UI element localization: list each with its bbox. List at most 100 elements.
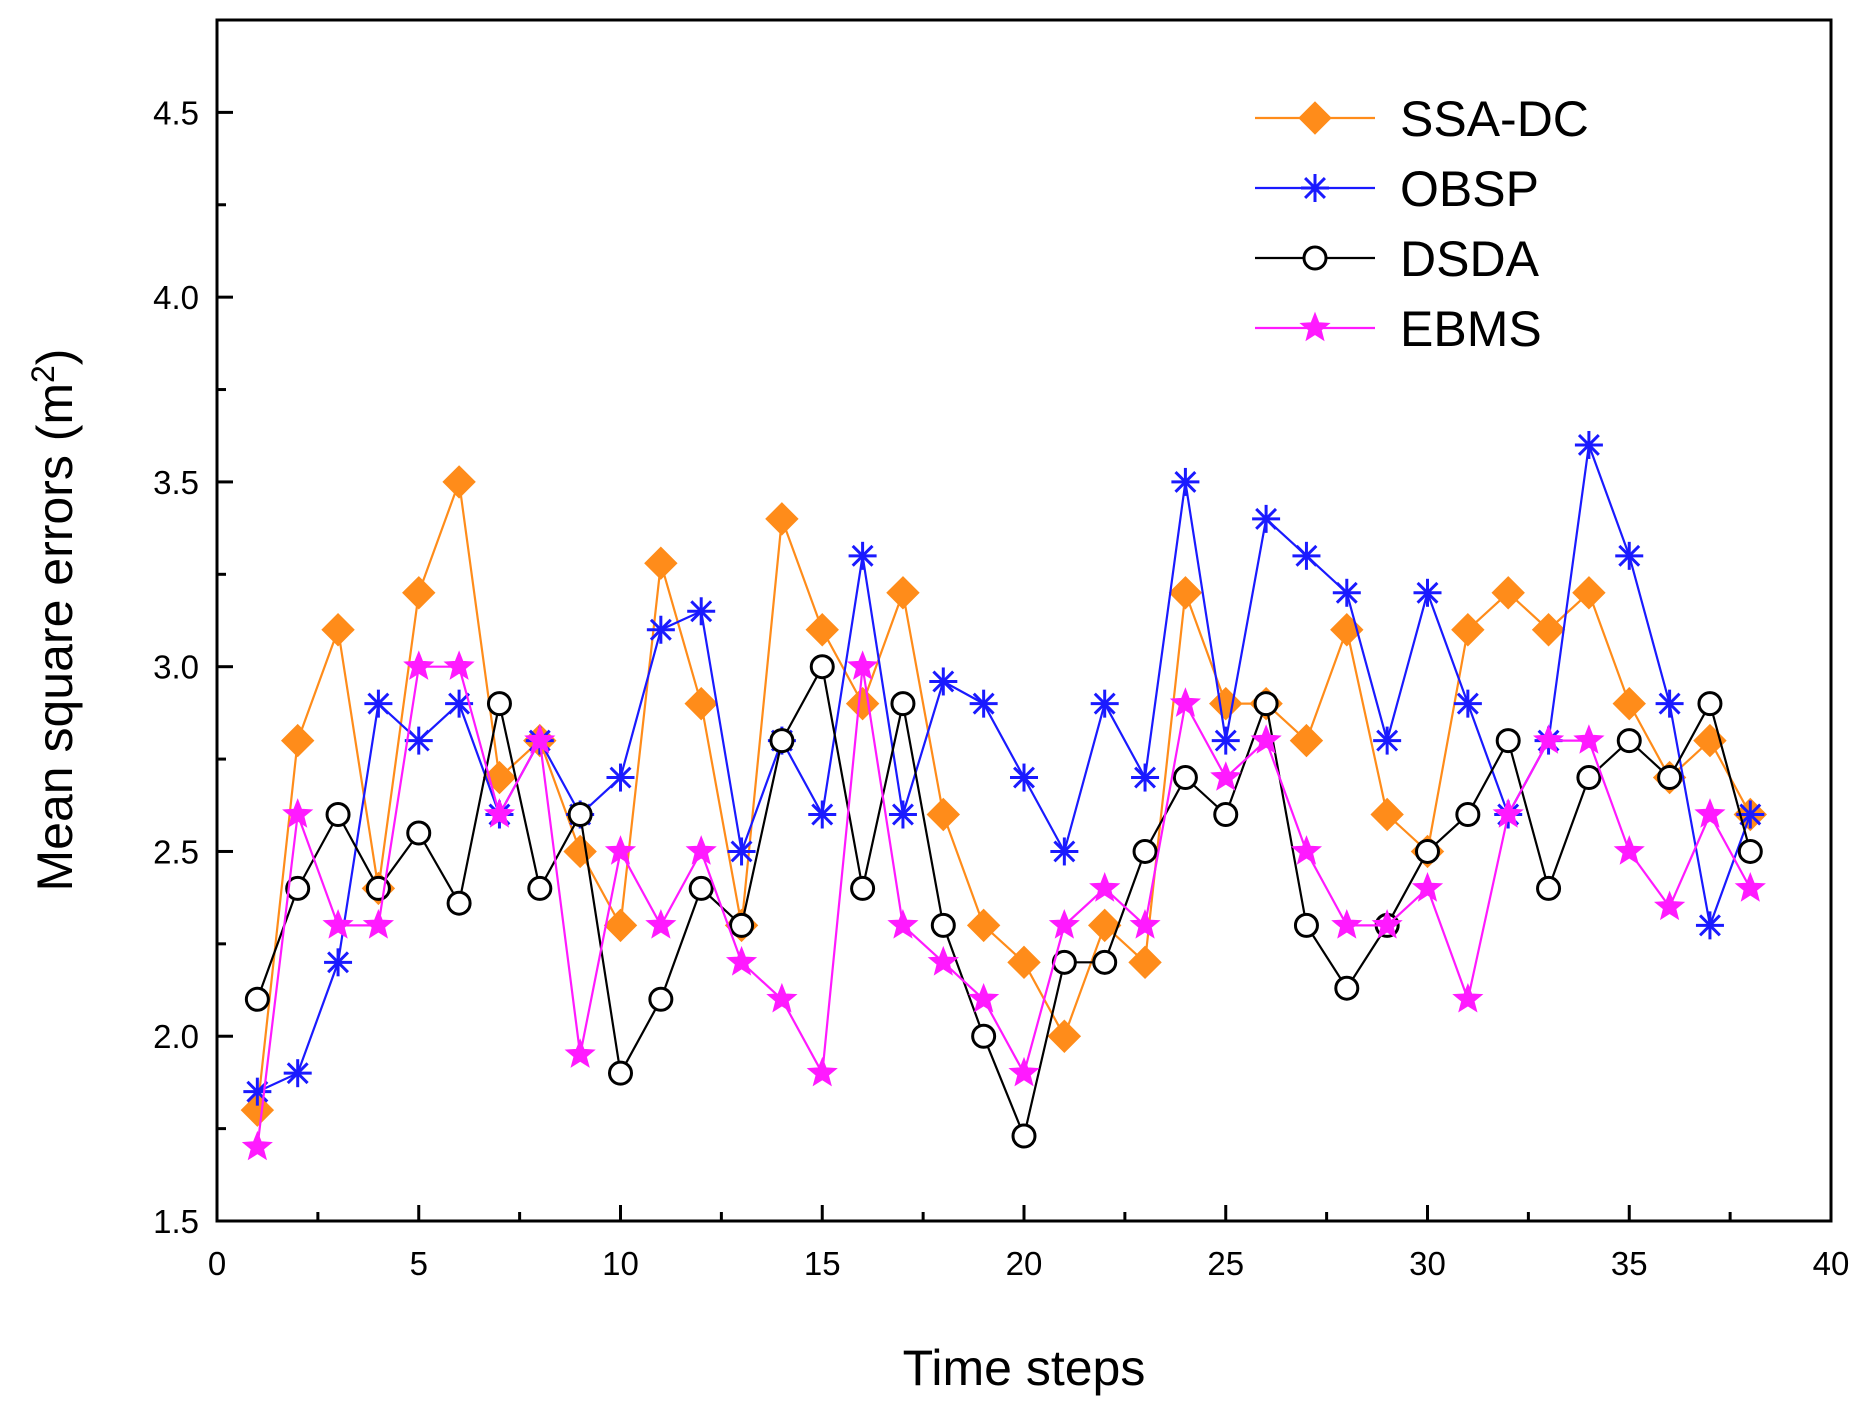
y-tick-label: 3.0 — [153, 649, 199, 686]
data-point — [688, 875, 714, 901]
data-point — [402, 576, 436, 610]
data-point — [1576, 765, 1602, 791]
data-point — [1334, 975, 1360, 1001]
data-point — [1370, 797, 1404, 832]
x-tick-label: 5 — [410, 1245, 428, 1282]
marker-stroke — [1739, 803, 1762, 826]
data-point — [1737, 838, 1763, 864]
legend-item: EBMS — [1255, 301, 1542, 357]
y-tick-label: 4.0 — [153, 279, 199, 316]
marker-stroke — [1658, 692, 1681, 715]
data-point — [1007, 945, 1041, 980]
data-point — [648, 986, 674, 1012]
marker-stroke — [1013, 766, 1035, 789]
data-point — [1657, 765, 1683, 791]
data-point — [645, 909, 677, 939]
series-line — [256, 444, 1752, 1093]
data-point — [765, 502, 799, 536]
data-point — [808, 800, 837, 829]
data-point — [1331, 909, 1363, 939]
data-point — [646, 615, 675, 644]
data-point — [1210, 761, 1242, 791]
marker-stroke — [1416, 581, 1439, 604]
data-point — [364, 689, 393, 718]
y-tick-label: 1.5 — [153, 1203, 199, 1240]
data-point — [1089, 872, 1121, 902]
marker-stroke — [367, 692, 390, 715]
data-point — [1250, 724, 1282, 754]
data-point — [524, 724, 556, 754]
data-point — [1168, 576, 1203, 610]
data-point — [241, 1130, 273, 1161]
marker-stroke — [1295, 544, 1318, 567]
data-point — [1451, 613, 1485, 647]
data-point — [1572, 576, 1606, 610]
data-point — [1615, 541, 1644, 570]
data-point — [1612, 686, 1646, 721]
legend: SSA-DC OBSP DSDA EBMS — [1255, 91, 1589, 357]
marker-stroke — [1376, 729, 1399, 752]
data-point — [927, 945, 959, 976]
data-point — [845, 686, 880, 721]
x-tick-label: 0 — [208, 1245, 226, 1282]
data-point — [604, 835, 637, 865]
data-point — [968, 982, 1000, 1013]
data-point — [886, 576, 920, 610]
data-point — [1455, 802, 1481, 828]
data-point — [1533, 724, 1565, 754]
data-point — [1492, 798, 1524, 828]
series-line — [256, 665, 1752, 1148]
data-point — [1047, 1019, 1082, 1053]
data-point — [1371, 909, 1403, 939]
y-axis-title-superscript: 2 — [25, 365, 61, 383]
data-point — [1129, 909, 1161, 939]
marker-stroke — [1093, 692, 1116, 715]
data-point — [527, 875, 553, 901]
marker-stroke — [1053, 840, 1076, 863]
data-point — [1213, 802, 1239, 828]
data-point — [240, 1093, 275, 1127]
data-point — [1531, 613, 1566, 647]
data-point — [564, 1038, 596, 1068]
series-dsda — [244, 654, 1763, 1149]
marker-stroke — [690, 600, 713, 623]
data-point — [1332, 578, 1361, 607]
data-point — [1092, 949, 1118, 975]
data-point — [282, 798, 314, 828]
data-point — [1010, 763, 1038, 792]
data-point — [1011, 1123, 1037, 1149]
data-point — [1132, 838, 1158, 864]
y-axis-title-main: Mean square errors (m — [27, 383, 83, 892]
data-point — [603, 908, 638, 943]
data-point — [1048, 909, 1080, 939]
marker-stroke — [1214, 729, 1237, 752]
marker-stroke — [851, 544, 874, 567]
y-axis-title: Mean square errors (m2) — [25, 349, 83, 892]
data-point — [1373, 726, 1402, 755]
data-point — [1087, 908, 1122, 943]
marker-stroke — [1456, 692, 1479, 715]
legend-label: EBMS — [1400, 301, 1542, 357]
data-point — [443, 650, 475, 680]
data-point — [1415, 838, 1440, 864]
data-point — [685, 835, 717, 865]
marker-stroke — [1577, 434, 1600, 456]
data-point — [1695, 911, 1724, 940]
data-point — [1613, 835, 1645, 865]
data-point — [324, 948, 353, 977]
legend-item: OBSP — [1255, 161, 1539, 217]
marker-stroke — [407, 729, 430, 752]
marker-stroke — [972, 692, 995, 715]
data-point — [1734, 872, 1766, 902]
data-point — [971, 1023, 997, 1049]
data-point — [1172, 765, 1198, 791]
data-point — [1616, 728, 1642, 754]
x-tick-label: 15 — [804, 1245, 841, 1282]
data-point — [483, 798, 515, 828]
data-point — [1453, 689, 1482, 718]
x-axis-title: Time steps — [903, 1340, 1146, 1396]
x-tick-label: 40 — [1813, 1245, 1850, 1282]
data-point — [1209, 686, 1243, 721]
data-point — [1131, 763, 1160, 792]
marker-stroke — [1335, 581, 1358, 604]
